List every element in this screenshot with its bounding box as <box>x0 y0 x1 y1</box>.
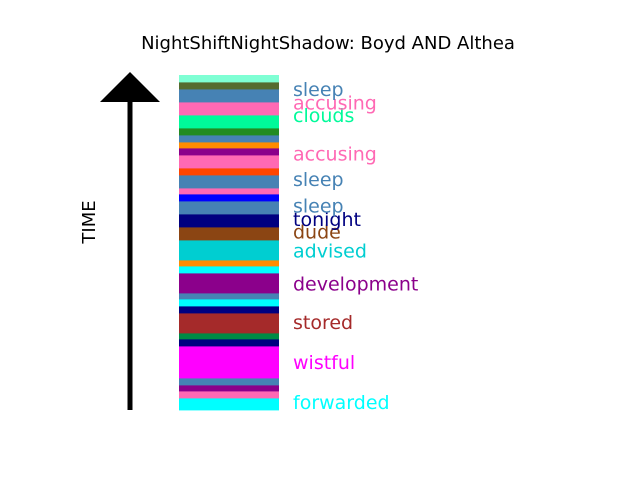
time-segment-1 <box>179 398 279 411</box>
time-segment-3 <box>179 385 279 392</box>
chart-title: NightShiftNightShadow: Boyd AND Althea <box>141 33 515 54</box>
word-label: dude <box>293 221 341 243</box>
time-segment-21 <box>179 175 279 189</box>
time-segment-6 <box>179 339 279 347</box>
time-segment-25 <box>179 142 279 149</box>
word-label: forwarded <box>293 392 390 414</box>
time-segment-9 <box>179 306 279 314</box>
word-label: clouds <box>293 105 354 127</box>
time-segment-22 <box>179 168 279 176</box>
timeline-bar <box>179 75 279 411</box>
time-segment-28 <box>179 115 279 129</box>
time-arrow-head <box>100 72 160 102</box>
time-segment-23 <box>179 155 279 169</box>
word-label: development <box>293 273 418 295</box>
time-segment-17 <box>179 214 279 228</box>
time-axis: TIME <box>79 72 160 410</box>
word-label: wistful <box>293 352 355 374</box>
time-segment-10 <box>179 299 279 307</box>
time-segment-5 <box>179 346 279 379</box>
word-label: sleep <box>293 196 344 218</box>
word-labels: forwarded wistful stored development advised… <box>293 79 418 414</box>
time-segment-13 <box>179 266 279 274</box>
time-segment-15 <box>179 240 279 261</box>
time-segment-20 <box>179 188 279 195</box>
time-segment-14 <box>179 260 279 267</box>
time-segment-26 <box>179 135 279 143</box>
time-segment-4 <box>179 378 279 386</box>
word-label: sleep <box>293 169 344 191</box>
time-segment-18 <box>179 201 279 215</box>
time-segment-31 <box>179 82 279 90</box>
time-segment-30 <box>179 89 279 103</box>
time-segment-7 <box>179 333 279 340</box>
word-label: tonight <box>293 209 361 231</box>
time-segment-29 <box>179 102 279 116</box>
word-label: sleep <box>293 79 344 101</box>
time-segment-16 <box>179 227 279 241</box>
time-segment-19 <box>179 194 279 202</box>
word-label: accusing <box>293 93 377 115</box>
time-segment-32 <box>179 75 279 83</box>
word-label: advised <box>293 241 367 263</box>
time-segment-2 <box>179 391 279 399</box>
time-segment-27 <box>179 128 279 136</box>
time-segment-12 <box>179 273 279 294</box>
time-segment-8 <box>179 313 279 334</box>
time-segment-11 <box>179 293 279 300</box>
time-segment-24 <box>179 148 279 156</box>
word-label: accusing <box>293 144 377 166</box>
time-axis-label: TIME <box>79 200 100 244</box>
word-label: stored <box>293 312 353 334</box>
